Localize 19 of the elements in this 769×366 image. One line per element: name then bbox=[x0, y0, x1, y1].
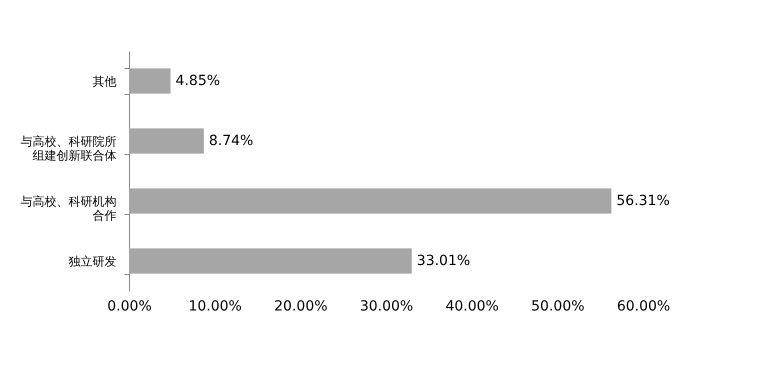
x-tick-label: 0.00% bbox=[107, 298, 152, 314]
data-label: 33.01% bbox=[416, 253, 470, 269]
x-tick-label: 20.00% bbox=[274, 298, 328, 314]
y-tick-label: 与高校、科研机构合作 bbox=[20, 194, 116, 222]
data-label: 8.74% bbox=[208, 133, 254, 149]
data-label: 56.31% bbox=[616, 193, 670, 209]
data-label: 4.85% bbox=[176, 73, 220, 89]
bar bbox=[129, 248, 412, 274]
x-tick-label: 60.00% bbox=[616, 298, 670, 314]
y-tick-label: 其他 bbox=[92, 74, 116, 88]
bar bbox=[129, 188, 612, 214]
x-tick-label: 10.00% bbox=[188, 298, 242, 314]
y-tick-label: 独立研发 bbox=[68, 254, 116, 268]
x-tick-label: 50.00% bbox=[531, 298, 585, 314]
bar bbox=[129, 68, 171, 94]
x-tick-label: 30.00% bbox=[360, 298, 414, 314]
bar bbox=[129, 128, 204, 154]
y-tick-label: 与高校、科研院所组建创新联合体 bbox=[20, 134, 116, 162]
x-tick-label: 40.00% bbox=[445, 298, 499, 314]
